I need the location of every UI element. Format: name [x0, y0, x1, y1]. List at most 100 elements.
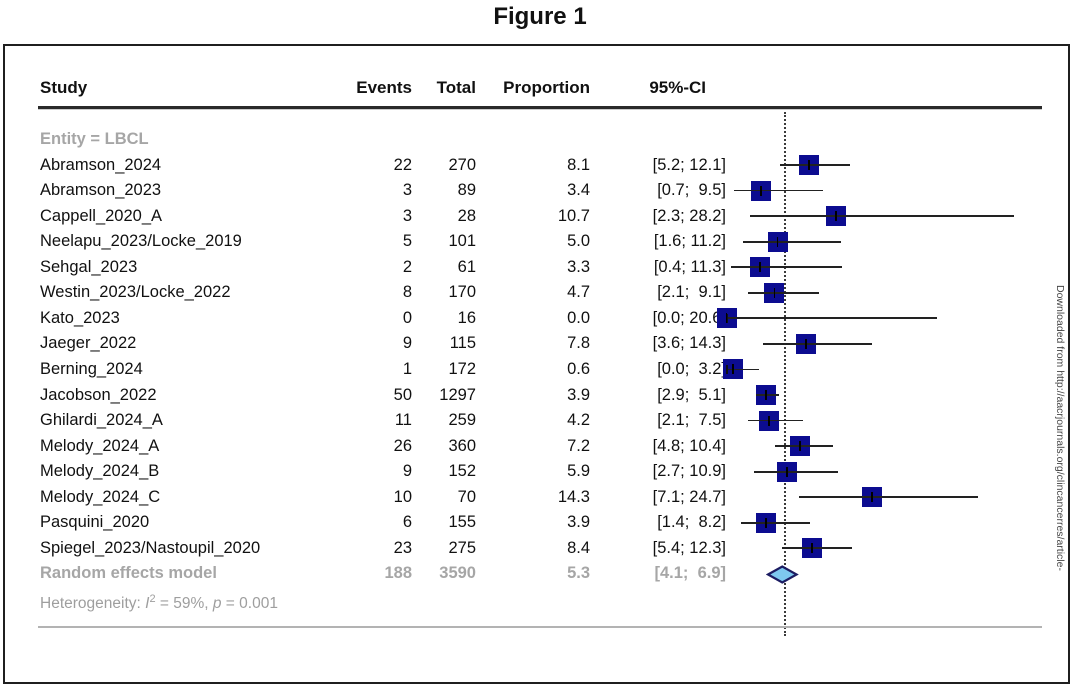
total-value: 275	[448, 538, 476, 557]
study-name: Jacobson_2022	[40, 385, 157, 404]
study-name: Westin_2023/Locke_2022	[40, 283, 231, 302]
heterogeneity-part: = 0.001	[221, 595, 278, 613]
study-name: Sehgal_2023	[40, 257, 138, 276]
total-value: 152	[448, 462, 476, 481]
ci-line	[775, 445, 833, 447]
study-name: Jaeger_2022	[40, 334, 137, 353]
total-value: 70	[457, 487, 476, 506]
ci-value: [0.7; 9.5]	[657, 181, 726, 200]
table-row: Cappell_2020_A 3 28 10.7 [2.3; 28.2]	[0, 205, 1070, 228]
study-name: Ghilardi_2024_A	[40, 411, 163, 430]
table-row: Jaeger_2022 9 115 7.8 [3.6; 14.3]	[0, 332, 1070, 355]
heterogeneity-part: 2	[149, 592, 156, 605]
column-header-study: Study	[40, 78, 88, 97]
table-row: Neelapu_2023/Locke_2019 5 101 5.0 [1.6; 11.2…	[0, 230, 1070, 253]
column-header-events: Events	[356, 78, 412, 97]
total-value: 115	[449, 334, 476, 353]
table-row: Melody_2024_C 10 70 14.3 [7.1; 24.7]	[0, 486, 1070, 509]
estimate-tick	[805, 338, 807, 349]
events-value: 9	[402, 334, 412, 353]
summary-diamond	[766, 565, 799, 585]
events-value: 2	[402, 257, 412, 276]
study-name: Abramson_2023	[40, 181, 162, 200]
proportion-value: 8.4	[567, 538, 590, 557]
study-name: Melody_2024_B	[40, 462, 160, 481]
table-row: Sehgal_2023 2 61 3.3 [0.4; 11.3]	[0, 256, 1070, 279]
summary-total: 3590	[439, 564, 476, 583]
total-value: 89	[457, 181, 476, 200]
table-row: Melody_2024_A 26 360 7.2 [4.8; 10.4]	[0, 435, 1070, 458]
ci-line	[754, 470, 838, 473]
proportion-value: 0.0	[567, 308, 590, 327]
ci-zero-bracket	[725, 364, 728, 374]
ci-value: [2.1; 7.5]	[657, 411, 726, 430]
estimate-tick	[731, 364, 734, 375]
estimate-tick	[785, 466, 788, 477]
proportion-value: 5.0	[567, 232, 590, 251]
group-label: Entity = LBCL	[40, 130, 149, 148]
ci-value: [0.0; 3.2]	[657, 359, 726, 378]
ci-value: [4.8; 10.4]	[652, 436, 726, 455]
proportion-value: 3.3	[567, 257, 590, 276]
estimate-tick	[811, 543, 814, 554]
events-value: 1	[402, 359, 412, 378]
heterogeneity-text: Heterogeneity: I2 = 59%, p = 0.001	[40, 588, 460, 613]
proportion-value: 7.8	[567, 334, 590, 353]
ci-line	[730, 266, 842, 269]
study-name: Kato_2023	[40, 308, 120, 327]
events-value: 9	[402, 462, 412, 481]
estimate-tick	[834, 211, 837, 222]
ci-value: [7.1; 24.7]	[652, 487, 726, 506]
proportion-value: 4.2	[567, 411, 590, 430]
estimate-tick	[760, 185, 763, 196]
ci-value: [2.9; 5.1]	[657, 385, 726, 404]
column-header-ci: 95%-CI	[649, 78, 706, 97]
events-value: 50	[393, 385, 412, 404]
heterogeneity-part: p	[212, 595, 222, 613]
table-row: Melody_2024_B 9 152 5.9 [2.7; 10.9]	[0, 460, 1070, 483]
estimate-tick	[768, 415, 771, 426]
events-value: 5	[402, 232, 412, 251]
table-row: Westin_2023/Locke_2022 8 170 4.7 [2.1; 9.1]	[0, 281, 1070, 304]
heterogeneity-row: Heterogeneity: I2 = 59%, p = 0.001	[0, 588, 1070, 613]
ci-value: [3.6; 14.3]	[652, 334, 726, 353]
summary-row: Random effects model 188 3590 5.3 [4.1; 6.9]	[0, 562, 1070, 585]
table-row: Spiegel_2023/Nastoupil_2020 23 275 8.4 [5.4;…	[0, 537, 1070, 560]
proportion-value: 0.6	[567, 359, 590, 378]
group-row: Entity = LBCL	[0, 128, 1070, 151]
proportion-value: 3.9	[567, 513, 590, 532]
proportion-value: 7.2	[567, 436, 590, 455]
proportion-value: 3.4	[567, 181, 590, 200]
ci-line	[779, 164, 850, 166]
ci-value: [0.0; 20.6]	[652, 308, 726, 327]
events-value: 3	[402, 206, 412, 225]
bottom-rule	[38, 626, 1042, 628]
proportion-value: 10.7	[557, 206, 590, 225]
ci-line	[740, 521, 811, 524]
ci-value: [5.4; 12.3]	[652, 538, 726, 557]
table-row: Kato_2023 0 16 0.0 [0.0; 20.6]	[0, 307, 1070, 330]
table-row: Pasquini_2020 6 155 3.9 [1.4; 8.2]	[0, 511, 1070, 534]
column-header-total: Total	[436, 78, 476, 97]
ci-line	[798, 496, 979, 499]
total-value: 172	[448, 359, 476, 378]
events-value: 3	[402, 181, 412, 200]
proportion-value: 3.9	[567, 385, 590, 404]
ci-line	[742, 240, 841, 243]
total-value: 61	[457, 257, 476, 276]
ci-value: [2.7; 10.9]	[652, 462, 726, 481]
estimate-tick	[765, 517, 768, 528]
events-value: 8	[402, 283, 412, 302]
estimate-tick	[765, 390, 768, 400]
estimate-tick	[759, 262, 762, 273]
study-name: Melody_2024_C	[40, 487, 161, 506]
total-value: 16	[457, 308, 476, 327]
total-value: 360	[448, 436, 476, 455]
events-value: 22	[393, 155, 412, 174]
ci-line	[756, 394, 779, 396]
summary-diamond-shape	[766, 565, 799, 585]
estimate-tick	[871, 492, 874, 503]
table-row: Abramson_2024 22 270 8.1 [5.2; 12.1]	[0, 154, 1070, 177]
summary-events: 188	[384, 564, 412, 583]
study-name: Abramson_2024	[40, 155, 162, 174]
